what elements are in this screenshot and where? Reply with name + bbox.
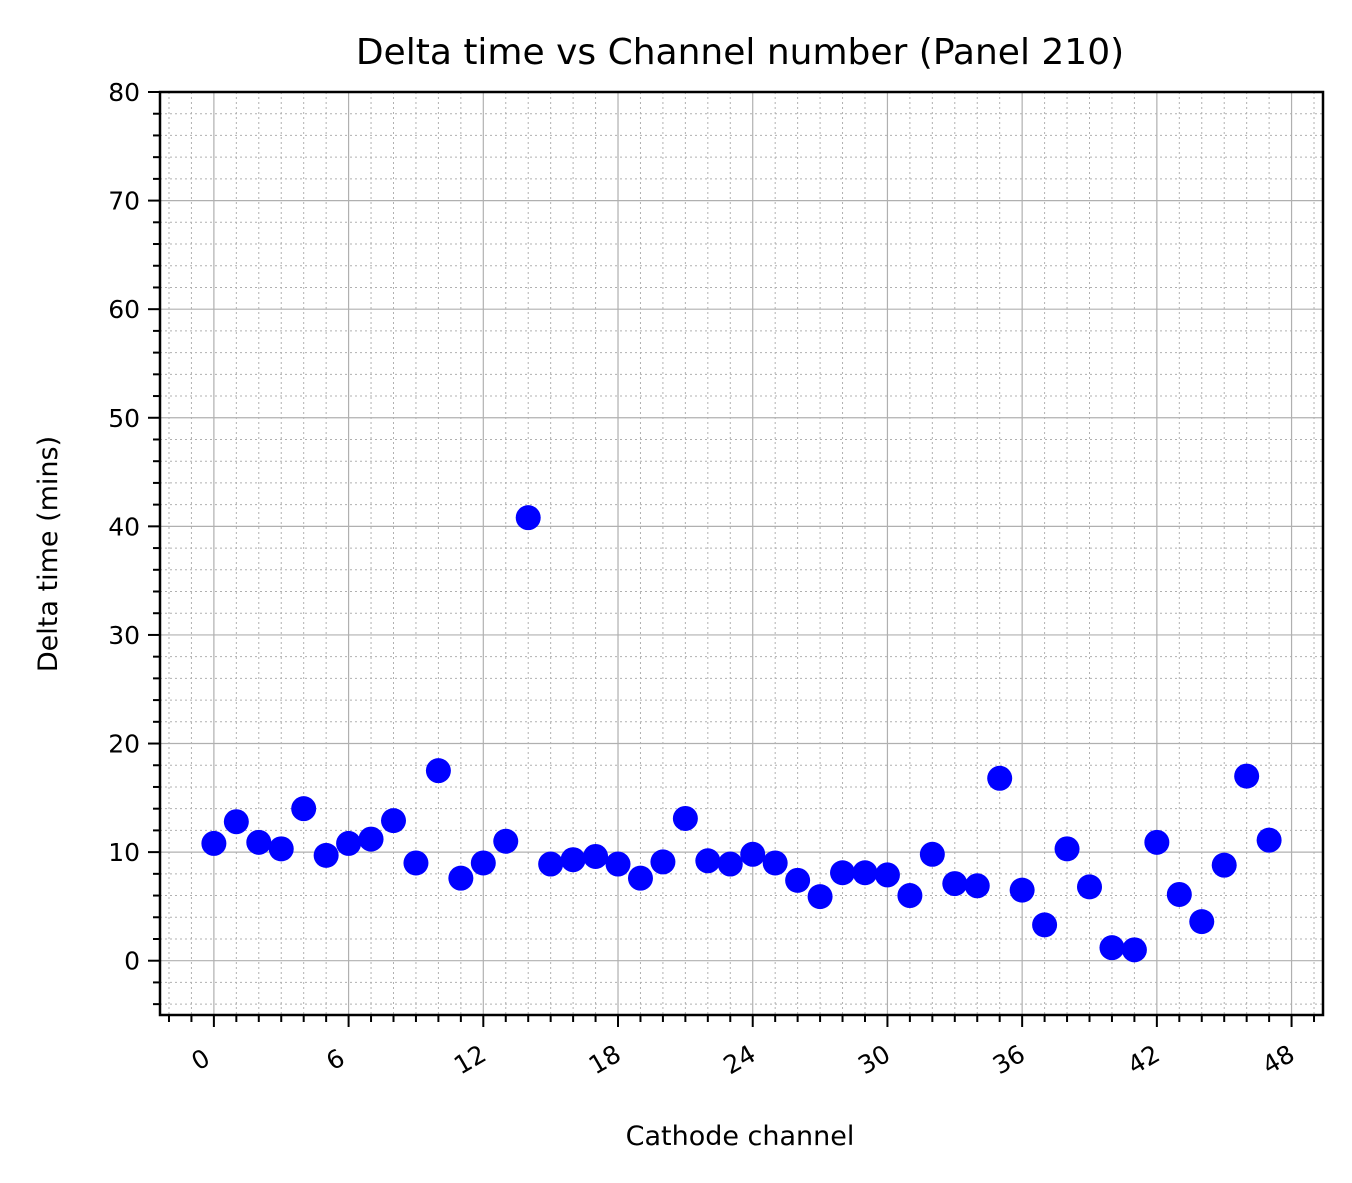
y-axis-label: Delta time (mins) bbox=[33, 436, 64, 672]
data-point bbox=[268, 836, 294, 862]
data-point bbox=[223, 809, 249, 835]
y-tick-label: 30 bbox=[108, 621, 140, 650]
x-tick-label: 24 bbox=[718, 1039, 760, 1080]
data-point bbox=[807, 884, 833, 910]
data-point bbox=[1077, 874, 1103, 900]
data-point bbox=[830, 860, 856, 886]
data-point bbox=[1211, 852, 1237, 878]
data-point bbox=[762, 850, 788, 876]
y-tick-label: 10 bbox=[108, 838, 140, 867]
data-point bbox=[448, 865, 474, 891]
data-point bbox=[1099, 935, 1125, 961]
data-point bbox=[1166, 881, 1192, 907]
data-point bbox=[650, 849, 676, 875]
x-tick-label: 30 bbox=[853, 1039, 895, 1080]
x-tick-label: 0 bbox=[186, 1043, 214, 1076]
tick-labels: 0 6 12 18 24 30 36 42 48 0 10 20 30 40 50 60 70 80 bbox=[108, 78, 1299, 1080]
data-point bbox=[695, 848, 721, 874]
data-point bbox=[1189, 909, 1215, 935]
data-point bbox=[515, 505, 541, 531]
y-tick-label: 20 bbox=[108, 730, 140, 759]
x-tick-label: 42 bbox=[1123, 1039, 1165, 1080]
data-point bbox=[403, 850, 429, 876]
x-tick-label: 36 bbox=[988, 1039, 1030, 1080]
data-point bbox=[1009, 877, 1035, 903]
data-point bbox=[942, 871, 968, 897]
data-point bbox=[336, 830, 362, 856]
data-point bbox=[897, 883, 923, 909]
y-tick-label: 60 bbox=[108, 295, 140, 324]
y-tick-label: 50 bbox=[108, 404, 140, 433]
data-point bbox=[964, 873, 990, 899]
data-point bbox=[291, 796, 317, 822]
data-point bbox=[1121, 937, 1147, 963]
data-point bbox=[1054, 836, 1080, 862]
data-point bbox=[313, 842, 339, 868]
data-point bbox=[201, 830, 227, 856]
plot-frame bbox=[158, 90, 1325, 1017]
data-point bbox=[1234, 763, 1260, 789]
x-tick-label: 18 bbox=[584, 1039, 626, 1080]
data-point bbox=[493, 828, 519, 854]
data-point bbox=[785, 867, 811, 893]
major-gridlines bbox=[160, 91, 1323, 1015]
data-point bbox=[470, 850, 496, 876]
data-point bbox=[246, 829, 272, 855]
data-point bbox=[583, 843, 609, 869]
data-point bbox=[672, 805, 698, 831]
data-point bbox=[605, 851, 631, 877]
data-point bbox=[919, 841, 945, 867]
data-point bbox=[852, 860, 878, 886]
data-point bbox=[538, 851, 564, 877]
data-point bbox=[560, 847, 586, 873]
data-point bbox=[1032, 912, 1058, 938]
data-point bbox=[717, 851, 743, 877]
x-tick-label: 48 bbox=[1257, 1039, 1299, 1080]
data-point bbox=[874, 862, 900, 888]
x-tick-label: 6 bbox=[321, 1043, 349, 1076]
data-point bbox=[740, 841, 766, 867]
y-tick-label: 80 bbox=[108, 78, 140, 107]
y-tick-label: 0 bbox=[124, 947, 140, 976]
data-point bbox=[358, 826, 384, 852]
x-tick-label: 12 bbox=[449, 1039, 491, 1080]
data-point bbox=[627, 865, 653, 891]
chart-title: Delta time vs Channel number (Panel 210) bbox=[356, 32, 1124, 73]
data-point bbox=[425, 758, 451, 784]
axis-ticks bbox=[148, 91, 1316, 1027]
y-tick-label: 40 bbox=[108, 512, 140, 541]
minor-gridlines bbox=[160, 92, 1323, 1015]
data-point bbox=[1256, 827, 1282, 853]
data-point bbox=[1144, 829, 1170, 855]
data-point bbox=[380, 808, 406, 834]
data-points bbox=[201, 505, 1282, 963]
data-point bbox=[987, 765, 1013, 791]
x-axis-label: Cathode channel bbox=[626, 1121, 855, 1152]
y-tick-label: 70 bbox=[108, 187, 140, 216]
